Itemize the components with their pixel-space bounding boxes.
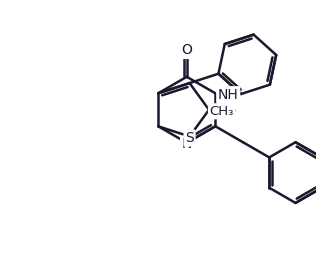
Text: N: N — [182, 137, 192, 151]
Text: CH₃: CH₃ — [210, 105, 234, 118]
Text: O: O — [181, 43, 192, 57]
Text: NH: NH — [218, 88, 239, 102]
Text: S: S — [185, 131, 194, 145]
